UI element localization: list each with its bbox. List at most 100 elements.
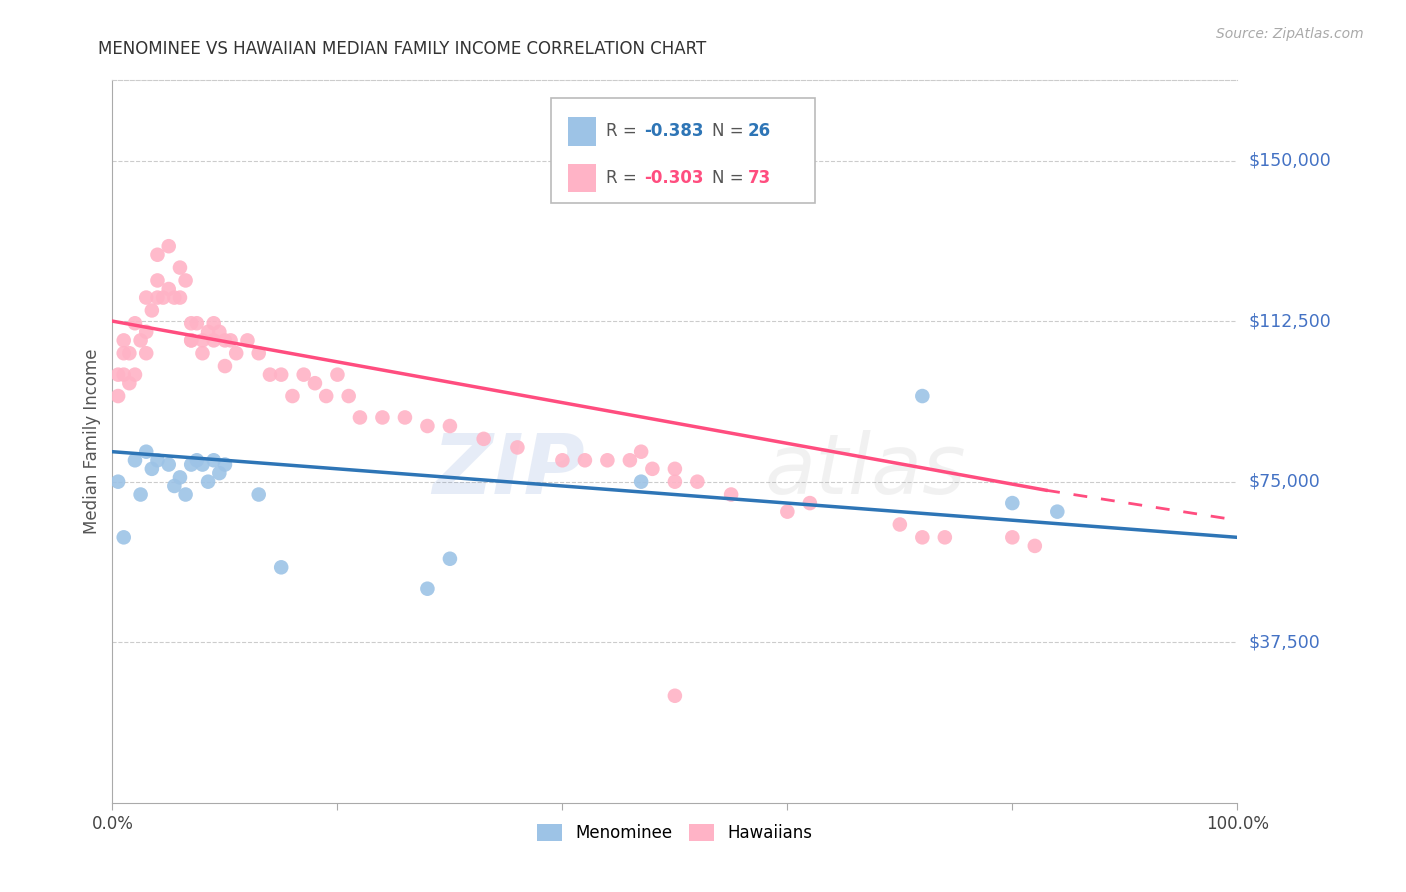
Point — [214, 458, 236, 472]
Point — [1024, 539, 1046, 553]
Point — [630, 475, 652, 489]
Point — [118, 376, 141, 391]
Point — [889, 517, 911, 532]
Point — [326, 368, 349, 382]
FancyBboxPatch shape — [568, 163, 596, 193]
Point — [208, 325, 231, 339]
Point — [1046, 505, 1069, 519]
Legend: Menominee, Hawaiians: Menominee, Hawaiians — [530, 817, 820, 848]
Point — [911, 530, 934, 544]
Text: $150,000: $150,000 — [1249, 152, 1331, 169]
Point — [574, 453, 596, 467]
Point — [169, 470, 191, 484]
Point — [472, 432, 495, 446]
Point — [146, 453, 169, 467]
Point — [208, 466, 231, 480]
FancyBboxPatch shape — [551, 98, 815, 203]
Point — [270, 368, 292, 382]
Point — [247, 346, 270, 360]
Point — [281, 389, 304, 403]
Point — [551, 453, 574, 467]
Point — [270, 560, 292, 574]
Point — [174, 487, 197, 501]
Point — [107, 368, 129, 382]
Point — [112, 334, 135, 348]
Text: N =: N = — [711, 169, 749, 187]
Point — [152, 291, 174, 305]
Point — [174, 273, 197, 287]
Point — [349, 410, 371, 425]
Text: 26: 26 — [748, 122, 770, 140]
Text: MENOMINEE VS HAWAIIAN MEDIAN FAMILY INCOME CORRELATION CHART: MENOMINEE VS HAWAIIAN MEDIAN FAMILY INCO… — [98, 40, 707, 58]
Point — [247, 487, 270, 501]
Text: ZIP: ZIP — [432, 430, 585, 511]
Point — [135, 291, 157, 305]
Point — [118, 346, 141, 360]
Text: atlas: atlas — [765, 430, 966, 511]
Point — [371, 410, 394, 425]
Point — [720, 487, 742, 501]
Point — [124, 453, 146, 467]
FancyBboxPatch shape — [568, 117, 596, 145]
Point — [394, 410, 416, 425]
Point — [157, 282, 180, 296]
Point — [776, 505, 799, 519]
Point — [141, 303, 163, 318]
Point — [225, 346, 247, 360]
Text: $75,000: $75,000 — [1249, 473, 1320, 491]
Text: -0.383: -0.383 — [644, 122, 704, 140]
Point — [641, 462, 664, 476]
Text: N =: N = — [711, 122, 749, 140]
Point — [146, 248, 169, 262]
Point — [107, 475, 129, 489]
Point — [191, 458, 214, 472]
Text: R =: R = — [606, 169, 643, 187]
Point — [911, 389, 934, 403]
Point — [439, 419, 461, 434]
Point — [112, 368, 135, 382]
Point — [596, 453, 619, 467]
Point — [202, 334, 225, 348]
Point — [112, 346, 135, 360]
Point — [135, 325, 157, 339]
Point — [799, 496, 821, 510]
Point — [191, 334, 214, 348]
Point — [146, 291, 169, 305]
Text: Source: ZipAtlas.com: Source: ZipAtlas.com — [1216, 27, 1364, 41]
Point — [439, 551, 461, 566]
Point — [664, 462, 686, 476]
Text: -0.303: -0.303 — [644, 169, 704, 187]
Text: $37,500: $37,500 — [1249, 633, 1320, 651]
Point — [124, 368, 146, 382]
Point — [141, 462, 163, 476]
Point — [686, 475, 709, 489]
Point — [135, 346, 157, 360]
Point — [416, 582, 439, 596]
Text: $112,500: $112,500 — [1249, 312, 1331, 330]
Point — [107, 389, 129, 403]
Text: 73: 73 — [748, 169, 772, 187]
Point — [191, 346, 214, 360]
Point — [315, 389, 337, 403]
Point — [157, 239, 180, 253]
Point — [304, 376, 326, 391]
Point — [180, 458, 202, 472]
Point — [619, 453, 641, 467]
Point — [186, 453, 208, 467]
Point — [180, 334, 202, 348]
Point — [416, 419, 439, 434]
Y-axis label: Median Family Income: Median Family Income — [83, 349, 101, 534]
Point — [202, 316, 225, 330]
Point — [934, 530, 956, 544]
Point — [292, 368, 315, 382]
Point — [186, 316, 208, 330]
Point — [236, 334, 259, 348]
Point — [112, 530, 135, 544]
Point — [1001, 530, 1024, 544]
Point — [124, 316, 146, 330]
Point — [259, 368, 281, 382]
Text: R =: R = — [606, 122, 643, 140]
Point — [337, 389, 360, 403]
Point — [129, 334, 152, 348]
Point — [135, 444, 157, 458]
